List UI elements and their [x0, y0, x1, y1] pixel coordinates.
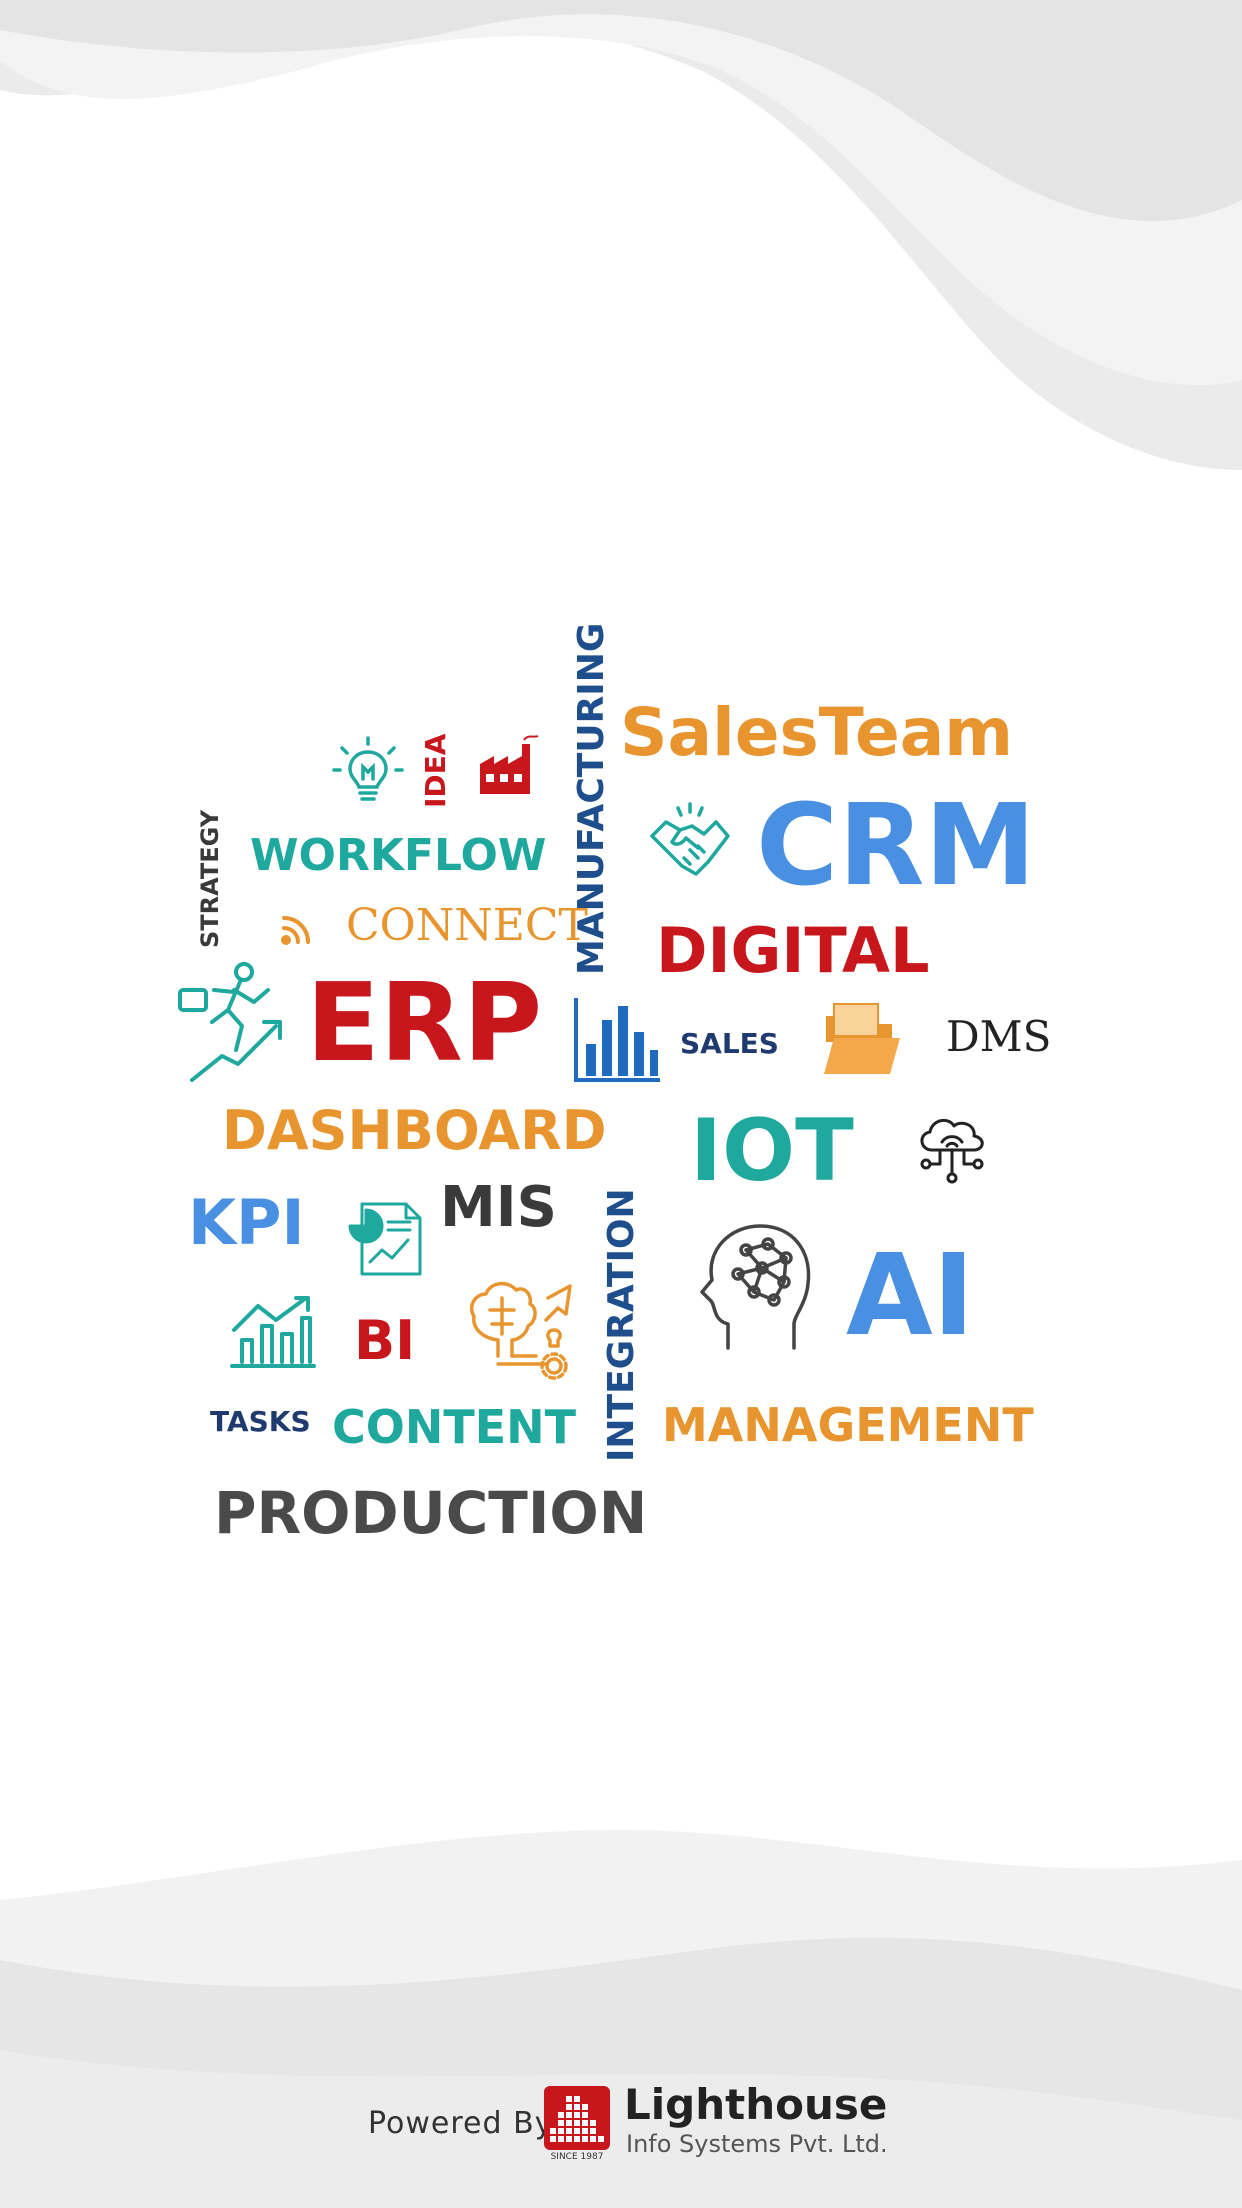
cloud-network-icon: [920, 1118, 984, 1184]
word-integration: INTEGRATION: [601, 1188, 642, 1462]
word-mis: MIS: [440, 1175, 557, 1240]
folder-icon: [824, 1003, 900, 1074]
lightbulb-icon: [332, 736, 404, 801]
word-dms: DMS: [946, 1012, 1052, 1061]
word-digital: DIGITAL: [656, 914, 930, 987]
word-tasks: TASKS: [210, 1405, 311, 1438]
rss-icon: [281, 916, 310, 945]
word-management: MANAGEMENT: [662, 1398, 1034, 1452]
report-document-icon: [348, 1202, 422, 1276]
word-workflow: WORKFLOW: [250, 830, 547, 881]
brain-gear-icon: [469, 1281, 572, 1380]
word-erp: ERP: [306, 961, 543, 1086]
bar-chart-icon: [574, 998, 660, 1082]
word-idea: IDEA: [419, 733, 452, 808]
factory-icon: [480, 735, 539, 794]
businessman-climbing-icon: [178, 962, 282, 1082]
word-iot: IOT: [690, 1101, 854, 1201]
word-kpi: KPI: [188, 1186, 305, 1259]
word-content: CONTENT: [332, 1400, 577, 1454]
brand-subtitle: Info Systems Pvt. Ltd.: [626, 2130, 888, 2158]
powered-by-label: Powered By: [368, 2106, 554, 2141]
word-strategy: STRATEGY: [196, 809, 224, 948]
word-ai: AI: [846, 1231, 975, 1361]
word-salesteam: SalesTeam: [620, 694, 1014, 771]
word-sales: SALES: [680, 1027, 779, 1060]
handshake-icon: [650, 802, 730, 876]
brand-name: Lighthouse: [624, 2080, 888, 2129]
brain-head-icon: [700, 1224, 811, 1350]
growth-chart-icon: [230, 1296, 316, 1368]
word-dashboard: DASHBOARD: [222, 1099, 607, 1162]
since-year-label: SINCE 1987: [550, 2152, 604, 2162]
lighthouse-logo-icon: [544, 2086, 610, 2150]
word-production: PRODUCTION: [214, 1479, 648, 1547]
word-bi: BI: [354, 1309, 416, 1372]
word-connect: CONNECT: [346, 900, 588, 951]
word-crm: CRM: [756, 781, 1036, 911]
